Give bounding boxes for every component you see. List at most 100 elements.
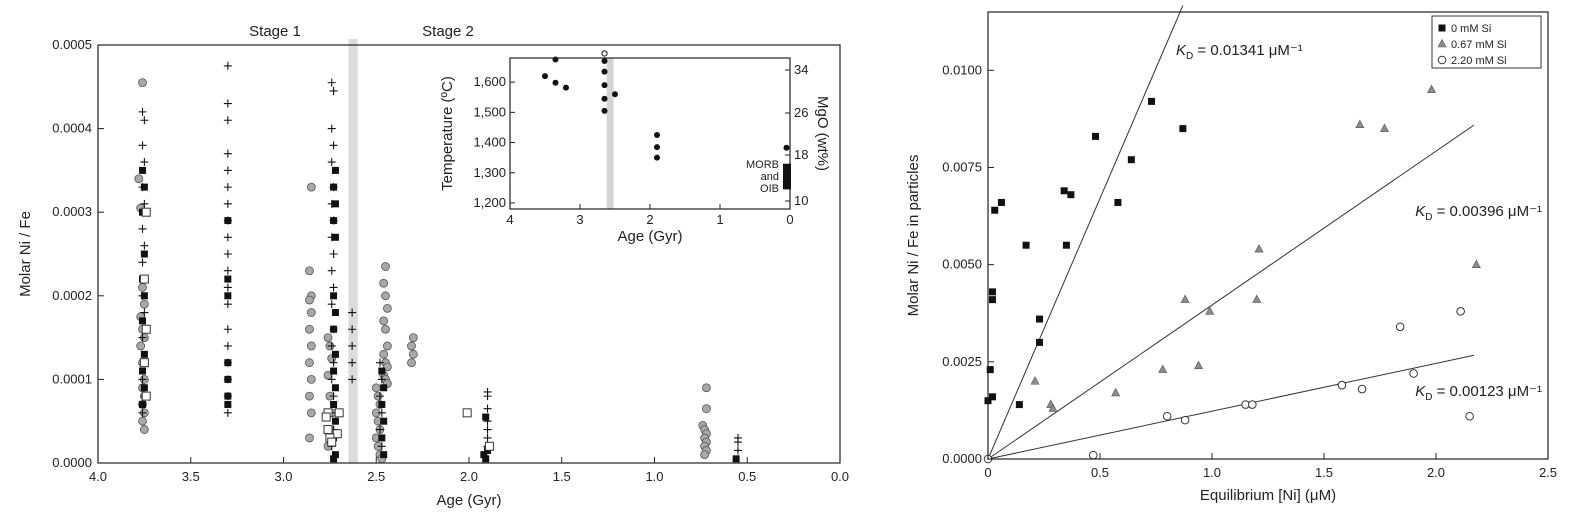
data-point-filled-square <box>224 292 232 300</box>
data-point-circle <box>702 383 711 393</box>
data-point-circle <box>306 182 316 192</box>
data-point-plus <box>348 358 357 367</box>
data-point-filled-square <box>224 275 232 283</box>
data-point-circle <box>381 262 390 271</box>
data-point-triangle <box>1437 38 1447 48</box>
data-point-triangle <box>1158 364 1168 373</box>
data-point-filled-square <box>482 413 490 421</box>
data-point-circle <box>379 316 389 326</box>
right-y-tick-label: 0.0025 <box>942 354 982 369</box>
data-point-filled-square <box>1022 241 1030 249</box>
morb-label-line2: and <box>761 171 779 183</box>
kd-labels: KD = 0.01341 μM⁻¹ KD = 0.00396 μM⁻¹ KD = 0… <box>1176 42 1542 403</box>
data-point-circle <box>139 425 149 434</box>
y-tick-label: 0.0001 <box>52 371 92 386</box>
data-point-plus <box>223 183 232 192</box>
data-point-filled-square <box>480 451 488 459</box>
data-point-circle <box>306 341 316 351</box>
data-point-filled-square <box>224 400 232 408</box>
data-point-plus <box>377 442 386 451</box>
right-x-tick-label: 0.5 <box>1091 465 1109 480</box>
data-point-filled-square <box>139 400 147 408</box>
data-point-circle <box>381 291 390 301</box>
data-point-plus <box>223 266 232 275</box>
data-point-filled-square <box>1060 187 1068 195</box>
legend-label: 0.67 mM Si <box>1451 39 1507 51</box>
data-point-plus <box>377 408 386 417</box>
right-y-tick-label: 0.0075 <box>942 159 982 174</box>
data-point-filled-square <box>331 350 339 358</box>
x-tick-label: 3.5 <box>182 469 200 484</box>
x-tick-label: 0.0 <box>831 469 849 484</box>
data-point-circle <box>306 308 316 317</box>
data-point-circle <box>382 303 392 313</box>
stage-2-label: Stage 2 <box>422 23 474 40</box>
data-point-filled-square <box>330 217 338 225</box>
inset-data-point <box>654 154 660 161</box>
right-x-tick-label: 1.0 <box>1203 465 1221 480</box>
data-point-triangle <box>1111 387 1121 397</box>
data-point-circle <box>136 341 146 351</box>
inset-y2-tick-label: 34 <box>794 62 808 77</box>
data-point-circle <box>408 349 418 359</box>
data-point-plus <box>223 325 232 334</box>
data-point-circle <box>407 341 416 351</box>
data-point-filled-square <box>997 198 1005 206</box>
data-point-filled-square <box>331 451 339 459</box>
data-point-filled-square <box>378 400 386 408</box>
data-point-triangle <box>1254 243 1264 253</box>
data-point-open-circle <box>1088 450 1098 460</box>
x-tick-label: 0.5 <box>738 469 756 484</box>
data-point-filled-square <box>1092 132 1100 140</box>
inset-y2-tick-label: 26 <box>794 105 808 120</box>
morb-label-line1: MORB <box>746 159 779 171</box>
data-point-circle <box>305 391 314 401</box>
kd-label: KD = 0.00396 μM⁻¹ <box>1415 203 1542 223</box>
morb-oib-bar <box>783 163 791 190</box>
x-tick-label: 1.0 <box>645 469 663 484</box>
data-point-open-square <box>139 358 149 368</box>
data-point-plus <box>223 116 232 125</box>
data-point-plus <box>140 116 149 125</box>
data-point-triangle <box>1379 123 1389 132</box>
inset-data-point <box>654 132 660 139</box>
data-point-filled-square <box>139 367 147 375</box>
right-y-tick-label: 0.0100 <box>942 62 982 77</box>
x-tick-label: 4.0 <box>89 469 107 484</box>
right-x-axis-label: Equilibrium [Ni] (μM) <box>1200 487 1336 504</box>
data-point-plus <box>329 283 338 292</box>
data-point-plus <box>223 283 232 292</box>
data-point-triangle <box>1180 294 1190 303</box>
y-tick-label: 0.0000 <box>52 455 92 470</box>
data-point-filled-square <box>330 292 338 300</box>
data-point-filled-square <box>330 367 338 375</box>
legend-label: 2.20 mM Si <box>1451 55 1507 67</box>
data-point-circle <box>138 78 147 88</box>
data-point-open-circle <box>1465 411 1474 421</box>
inset-data-point <box>601 107 608 114</box>
right-x-axis: 0 0.5 1.0 1.5 2.0 2.5 <box>984 453 1557 480</box>
data-point-plus <box>375 358 384 367</box>
data-point-circle <box>379 349 389 359</box>
data-point-plus <box>733 438 742 447</box>
data-point-filled-square <box>1015 401 1023 409</box>
inset-y-axis-label: Temperature (ºC) <box>439 76 456 191</box>
data-point-circle <box>371 383 381 393</box>
inset-data-point <box>601 95 608 102</box>
fit-line <box>987 124 1475 460</box>
data-point-filled-square <box>330 400 338 408</box>
data-point-open-circle <box>1248 400 1257 409</box>
left-chart: Stage 1 Stage 2 4.0 3.5 3.0 2.5 2.0 1.5 1.0 0.5… <box>17 23 849 509</box>
right-x-tick-label: 2.5 <box>1539 465 1557 480</box>
data-point-plus <box>483 404 492 413</box>
data-point-filled-square <box>380 384 388 392</box>
right-points-layer <box>983 84 1481 464</box>
data-point-triangle <box>1194 360 1204 370</box>
legend-box <box>1431 15 1542 69</box>
left-x-axis: 4.0 3.5 3.0 2.5 2.0 1.5 1.0 0.5 0.0 <box>89 457 849 484</box>
inset-x-tick-label: 4 <box>506 212 513 227</box>
data-point-filled-square <box>378 367 386 375</box>
data-point-filled-square <box>330 325 338 333</box>
data-point-open-circle <box>1409 369 1418 378</box>
